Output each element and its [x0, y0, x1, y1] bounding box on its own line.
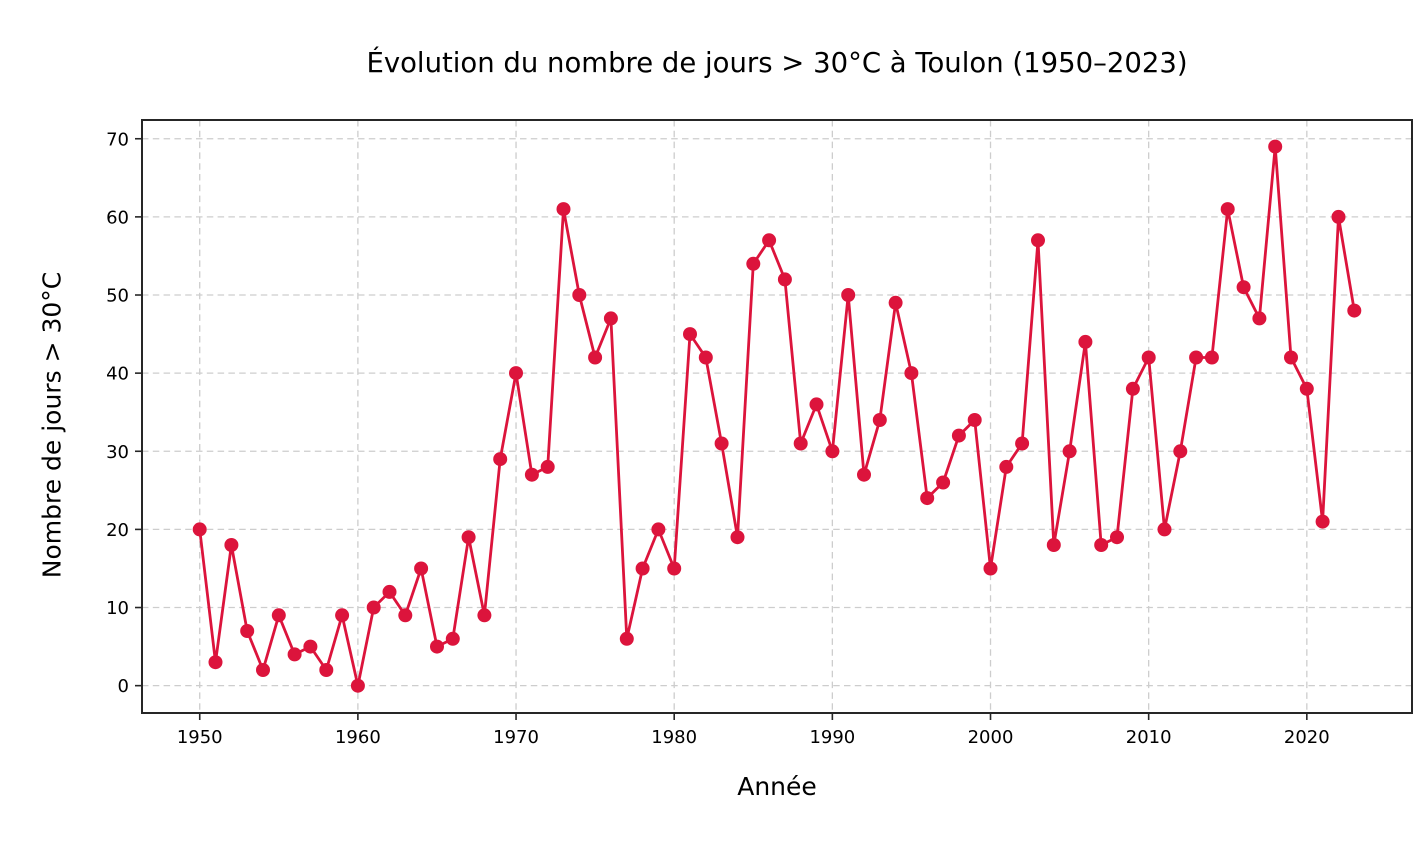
data-point	[1284, 350, 1298, 365]
y-tick-label: 0	[118, 676, 129, 697]
x-tick-label: 1980	[651, 727, 697, 748]
data-point	[951, 428, 966, 443]
data-point	[382, 584, 397, 599]
data-point	[350, 678, 365, 693]
data-point	[683, 327, 697, 342]
y-axis-label: Nombre de jours > 30°C	[37, 271, 67, 579]
data-point	[1110, 530, 1124, 545]
data-point	[825, 444, 840, 459]
data-point	[730, 530, 745, 545]
tick-marks	[135, 137, 1308, 720]
x-tick-label: 1970	[493, 727, 539, 748]
data-point	[1125, 381, 1140, 396]
x-tick-label: 2000	[968, 727, 1014, 748]
data-point	[983, 561, 998, 576]
y-tick-label: 70	[106, 129, 129, 150]
x-tick-label: 1950	[177, 727, 223, 748]
x-axis-label: Année	[737, 772, 817, 801]
data-point	[556, 202, 571, 217]
data-point	[999, 459, 1014, 474]
x-tick-label: 1990	[809, 727, 855, 748]
data-point	[398, 608, 413, 623]
data-point	[1236, 280, 1251, 295]
data-point	[271, 608, 286, 623]
y-tick-label: 30	[106, 442, 129, 463]
data-point	[888, 295, 903, 310]
data-point	[1268, 139, 1283, 154]
data-point	[809, 397, 824, 412]
data-point	[256, 663, 270, 677]
data-point	[1173, 444, 1188, 459]
data-point	[240, 624, 255, 638]
data-point	[667, 561, 682, 576]
data-points	[192, 139, 1362, 693]
data-point	[287, 647, 302, 662]
data-point	[335, 608, 350, 623]
data-point	[1094, 538, 1109, 552]
x-tick-label: 2010	[1126, 727, 1172, 748]
data-point	[1331, 209, 1346, 224]
data-point	[493, 452, 508, 467]
data-point	[936, 475, 951, 490]
data-point	[904, 366, 919, 381]
data-point	[872, 413, 887, 427]
data-point	[635, 561, 650, 576]
data-point	[793, 436, 808, 451]
y-tick-label: 20	[106, 520, 129, 541]
data-point	[430, 639, 444, 654]
data-point	[1046, 538, 1061, 552]
data-point	[857, 467, 871, 482]
data-point	[303, 639, 318, 654]
x-tick-label: 2020	[1284, 727, 1330, 748]
y-tick-label: 50	[106, 286, 129, 307]
data-point	[509, 366, 523, 381]
data-point	[224, 538, 239, 552]
data-point	[192, 522, 207, 537]
data-point	[1015, 436, 1030, 451]
data-point	[540, 459, 555, 474]
data-point	[1252, 311, 1267, 326]
data-point	[762, 233, 777, 248]
data-point	[572, 288, 587, 302]
data-point	[1031, 233, 1045, 248]
tick-labels: 0 10 20 30 40 50 60 70 1950 1960 1970 1980 1990 2000 2…	[106, 129, 1330, 748]
data-point	[1189, 350, 1204, 365]
data-point	[1157, 522, 1172, 537]
data-point	[920, 491, 935, 506]
data-point	[619, 631, 634, 646]
data-point	[1220, 202, 1235, 217]
data-point	[588, 350, 603, 365]
data-point	[477, 608, 492, 623]
data-point	[1204, 350, 1219, 365]
data-point	[714, 436, 729, 451]
data-point	[746, 256, 761, 271]
y-tick-label: 60	[106, 207, 129, 228]
data-point	[319, 663, 334, 677]
data-point	[1315, 514, 1330, 529]
data-point	[603, 311, 618, 326]
data-point	[698, 350, 713, 365]
data-point	[1078, 334, 1093, 349]
data-point	[1062, 444, 1077, 459]
y-tick-label: 40	[106, 364, 129, 385]
data-point	[208, 655, 223, 670]
data-point	[445, 631, 460, 646]
data-point	[967, 413, 982, 427]
plot-border	[141, 119, 1413, 714]
data-point	[651, 522, 666, 537]
x-tick-label: 1960	[335, 727, 381, 748]
data-point	[1347, 303, 1362, 318]
data-point	[414, 561, 429, 576]
data-point	[461, 530, 476, 545]
data-point	[524, 467, 539, 482]
data-point	[1299, 381, 1314, 396]
data-point	[777, 272, 792, 287]
data-point	[366, 600, 381, 615]
data-point	[1141, 350, 1156, 365]
data-point	[841, 288, 856, 302]
y-tick-label: 10	[106, 598, 129, 619]
chart-title: Évolution du nombre de jours > 30°C à To…	[366, 47, 1188, 79]
